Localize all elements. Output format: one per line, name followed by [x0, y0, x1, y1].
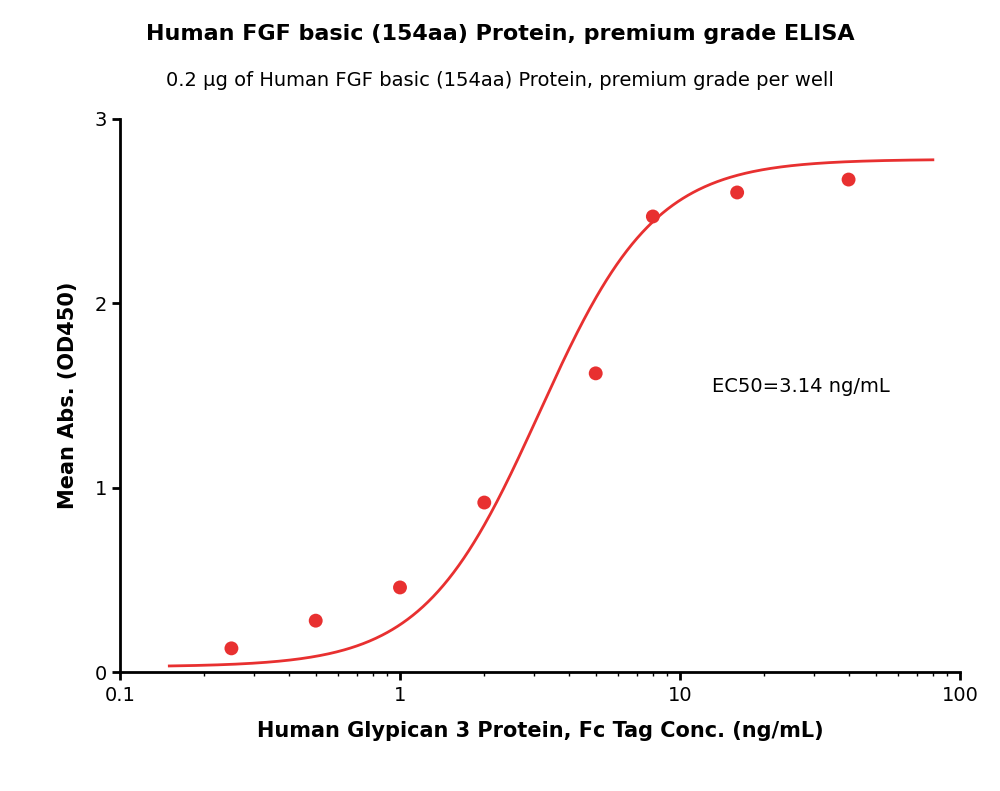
X-axis label: Human Glypican 3 Protein, Fc Tag Conc. (ng/mL): Human Glypican 3 Protein, Fc Tag Conc. (…	[257, 721, 823, 741]
Text: Human FGF basic (154aa) Protein, premium grade ELISA: Human FGF basic (154aa) Protein, premium…	[146, 24, 854, 44]
Point	[729, 186, 745, 199]
Point	[308, 615, 324, 627]
Text: EC50=3.14 ng/mL: EC50=3.14 ng/mL	[712, 377, 890, 396]
Point	[645, 210, 661, 223]
Text: 0.2 μg of Human FGF basic (154aa) Protein, premium grade per well: 0.2 μg of Human FGF basic (154aa) Protei…	[166, 71, 834, 90]
Point	[588, 367, 604, 380]
Point	[223, 642, 239, 655]
Point	[392, 581, 408, 594]
Point	[841, 173, 857, 186]
Y-axis label: Mean Abs. (OD450): Mean Abs. (OD450)	[58, 282, 78, 509]
Point	[476, 496, 492, 509]
